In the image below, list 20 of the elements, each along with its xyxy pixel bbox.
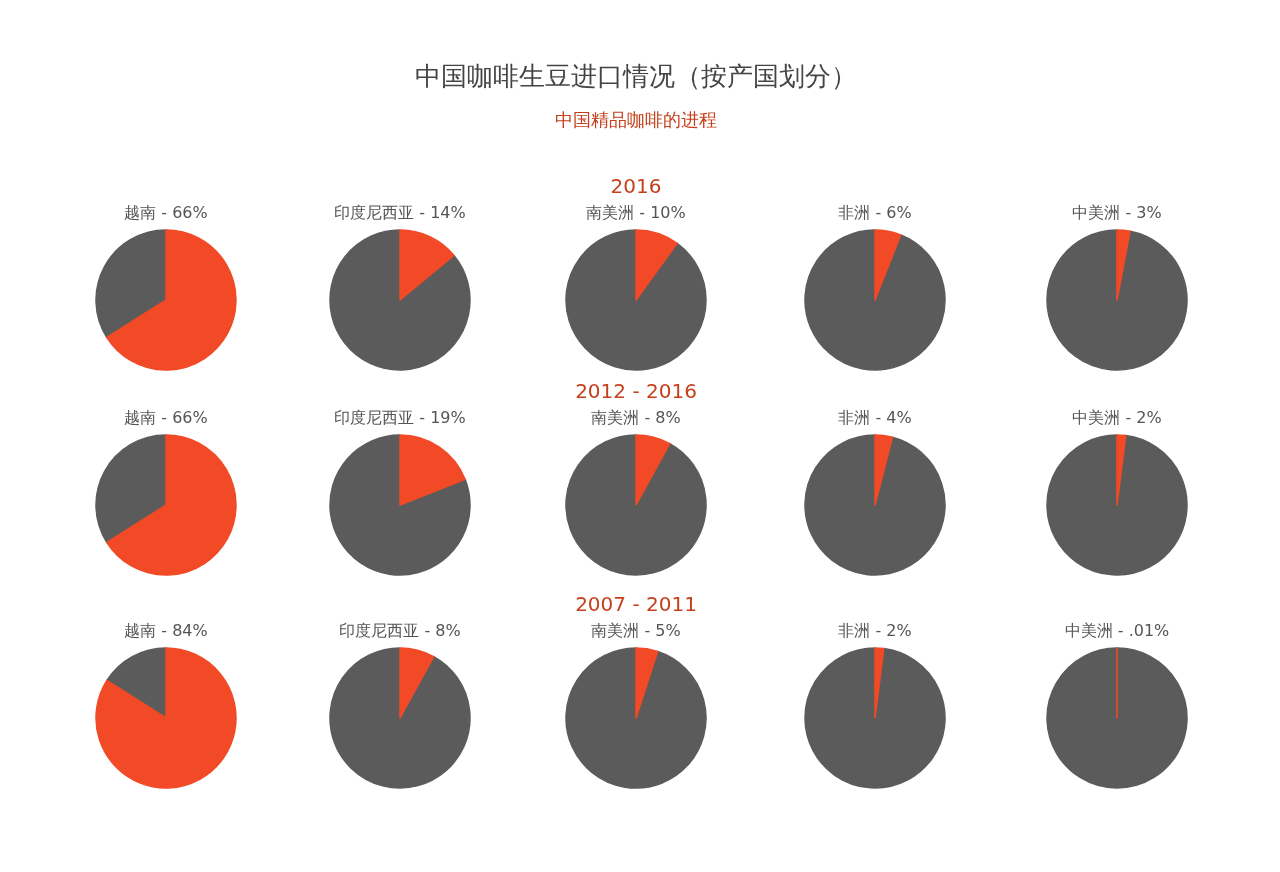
label: 中美洲 - 3%	[1072, 203, 1162, 222]
label: 非洲 - 2%	[838, 621, 912, 640]
label: 南美洲 - 8%	[591, 408, 681, 427]
annotation: 2007 - 2011	[575, 592, 697, 616]
label: 中美洲 - .01%	[1064, 621, 1170, 640]
label: 越南 - 66%	[124, 408, 208, 427]
label: 越南 - 66%	[124, 203, 208, 222]
annotation: 2012 - 2016	[575, 379, 697, 403]
label: 印度尼西亚 - 19%	[334, 408, 466, 427]
label: 印度尼西亚 - 8%	[339, 621, 461, 640]
label: 非洲 - 4%	[838, 408, 912, 427]
title: 中国咖啡生豆进口情况（按产国划分）	[415, 61, 857, 91]
label: 印度尼西亚 - 14%	[334, 203, 466, 222]
annotation: 2016	[610, 174, 662, 198]
label: 南美洲 - 5%	[591, 621, 681, 640]
label: 中美洲 - 2%	[1072, 408, 1162, 427]
subtitle: 中国精品咖啡的进程	[555, 109, 717, 130]
label: 非洲 - 6%	[838, 203, 912, 222]
label: 南美洲 - 10%	[586, 203, 686, 222]
label: 越南 - 84%	[124, 621, 208, 640]
